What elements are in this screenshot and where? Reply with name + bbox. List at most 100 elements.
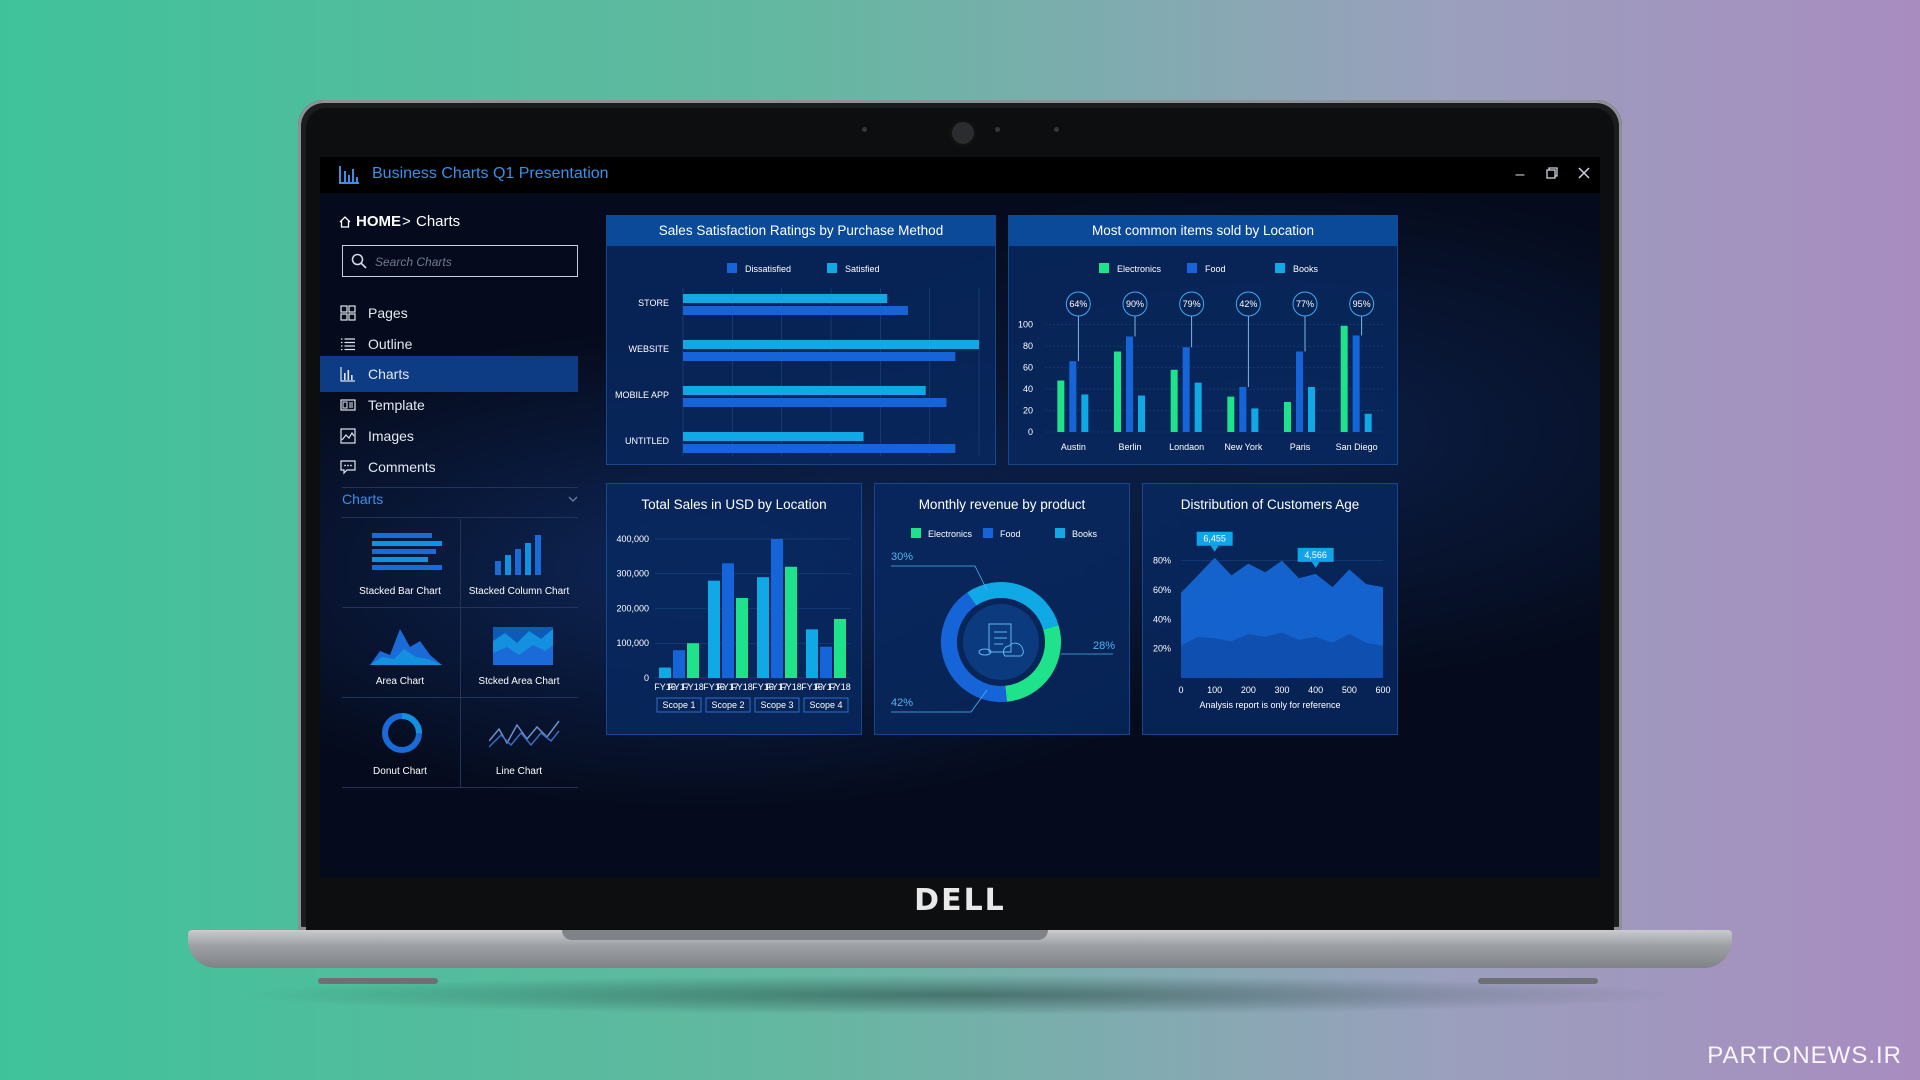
annotation-circle bbox=[1065, 291, 1091, 317]
x-tick-label: Austin bbox=[1061, 442, 1086, 452]
restore-button[interactable] bbox=[1540, 163, 1564, 187]
scope-label: Scope 1 bbox=[662, 700, 695, 710]
x-tick-label: FY16 bbox=[801, 682, 823, 692]
annotation-circle bbox=[1349, 291, 1375, 317]
panel-customer-age: Distribution of Customers Age 20% 40% 60% 8… bbox=[1142, 483, 1398, 735]
area-chart-icon bbox=[370, 629, 442, 665]
bar bbox=[1057, 380, 1065, 432]
x-tick-label: FY17 bbox=[815, 682, 837, 692]
tile-line-chart[interactable]: Line Chart bbox=[461, 699, 577, 785]
x-tick-label: FY17 bbox=[668, 682, 690, 692]
chevron-down-icon[interactable] bbox=[568, 495, 578, 503]
tile-stacked-area-chart[interactable]: Stcked Area Chart bbox=[461, 609, 577, 695]
donut-slice bbox=[1004, 625, 1061, 702]
bar bbox=[1239, 386, 1247, 432]
breadcrumb-home[interactable]: HOME bbox=[356, 213, 401, 230]
bar-chart-icon bbox=[340, 367, 355, 382]
image-icon bbox=[340, 428, 356, 444]
callout-box bbox=[1297, 547, 1334, 562]
x-tick-label: Berlin bbox=[1118, 442, 1141, 452]
chart-note: Analysis report is only for reference bbox=[1199, 700, 1340, 710]
webcam-icon bbox=[949, 119, 977, 147]
app-bar-chart-icon bbox=[339, 166, 359, 184]
sidebar-item-images[interactable]: Images bbox=[320, 418, 578, 454]
bar bbox=[683, 386, 926, 395]
donut-chart-icon bbox=[382, 713, 422, 753]
annotation-circle bbox=[1179, 291, 1205, 317]
bar bbox=[687, 643, 699, 678]
bar bbox=[683, 306, 908, 315]
panel-monthly-revenue: Monthly revenue by product Electronics Fo… bbox=[874, 483, 1130, 735]
close-button[interactable] bbox=[1572, 163, 1596, 187]
sidebar-item-comments[interactable]: Comments bbox=[320, 449, 578, 485]
tile-label: Line Chart bbox=[495, 766, 543, 777]
panel-title: Most common items sold by Location bbox=[1009, 216, 1397, 246]
scope-box bbox=[705, 697, 751, 713]
bar bbox=[683, 294, 888, 303]
bar bbox=[785, 566, 797, 678]
panel-title: Total Sales in USD by Location bbox=[641, 497, 827, 512]
legend-swatch bbox=[1055, 528, 1065, 538]
dell-logo: DELL bbox=[914, 883, 1006, 918]
charts-section-header[interactable]: Charts bbox=[342, 491, 578, 511]
tile-stacked-bar-chart[interactable]: Stacked Bar Chart bbox=[342, 519, 458, 605]
callout-label: 4,566 bbox=[1304, 550, 1327, 560]
callout-box bbox=[1196, 531, 1233, 546]
sidebar-item-label: Comments bbox=[368, 459, 436, 475]
bar bbox=[1194, 382, 1202, 432]
scope-label: Scope 3 bbox=[760, 700, 793, 710]
legend-swatch bbox=[1099, 263, 1109, 273]
most-common-items-chart: Electronics Food Books 0 20 40 60 80 100 Austin 64… bbox=[1018, 263, 1385, 452]
legend-label: Books bbox=[1072, 529, 1098, 539]
comment-icon bbox=[340, 460, 356, 475]
breadcrumb-current[interactable]: Charts bbox=[416, 213, 461, 230]
grid-icon bbox=[340, 305, 356, 321]
search-input[interactable] bbox=[373, 246, 573, 278]
category-label: UNTITLED bbox=[625, 436, 670, 446]
donut-slice bbox=[941, 592, 1007, 702]
bar bbox=[683, 340, 979, 349]
minimize-button[interactable]: – bbox=[1515, 166, 1525, 183]
list-icon bbox=[341, 338, 355, 351]
watermark: PARTONEWS.IR bbox=[1707, 1042, 1902, 1069]
bar bbox=[1296, 351, 1303, 432]
tile-stacked-column-chart[interactable]: Stacked Column Chart bbox=[461, 519, 577, 605]
sidebar-item-template[interactable]: Template bbox=[320, 387, 578, 423]
tile-area-chart[interactable]: Area Chart bbox=[342, 609, 458, 695]
x-tick-label: FY16 bbox=[654, 682, 676, 692]
y-tick-label: 80% bbox=[1153, 556, 1171, 566]
bar bbox=[1284, 401, 1291, 432]
panel-title: Distribution of Customers Age bbox=[1180, 497, 1360, 512]
category-label: WEBSITE bbox=[628, 344, 669, 354]
y-tick-label: 400,000 bbox=[616, 534, 649, 544]
x-tick-label: FY16 bbox=[703, 682, 725, 692]
x-tick-label: 600 bbox=[1375, 685, 1390, 695]
bar bbox=[1352, 335, 1360, 432]
annotation-label: 79% bbox=[1183, 299, 1201, 309]
panel-sales-satisfaction: Sales Satisfaction Ratings by Purchase M… bbox=[606, 215, 996, 465]
annotation-label: 77% bbox=[1296, 299, 1314, 309]
sidebar-item-pages[interactable]: Pages bbox=[320, 295, 578, 331]
bar bbox=[1126, 336, 1133, 432]
sidebar-item-charts[interactable]: Charts bbox=[320, 356, 578, 392]
y-tick-label: 200,000 bbox=[616, 603, 649, 613]
sidebar-divider bbox=[342, 487, 578, 488]
x-tick-label: FY17 bbox=[766, 682, 788, 692]
panel-most-common-items: Most common items sold by Location Elect… bbox=[1008, 215, 1398, 465]
bar bbox=[1251, 408, 1259, 432]
bezel-sensor-icon bbox=[862, 127, 867, 132]
tile-label: Stacked Bar Chart bbox=[359, 586, 441, 597]
search-box[interactable] bbox=[342, 245, 578, 278]
scope-box bbox=[803, 697, 849, 713]
tile-donut-chart[interactable]: Donut Chart bbox=[342, 699, 458, 785]
bar bbox=[771, 538, 783, 678]
sidebar-item-outline[interactable]: Outline bbox=[320, 326, 578, 362]
x-tick-label: Paris bbox=[1290, 442, 1311, 452]
y-tick-label: 60 bbox=[1023, 363, 1033, 373]
legend-swatch bbox=[827, 263, 837, 273]
bar bbox=[1364, 413, 1372, 432]
bar bbox=[834, 618, 846, 678]
legend-swatch bbox=[727, 263, 737, 273]
tile-label: Stacked Column Chart bbox=[468, 586, 570, 597]
customer-age-chart: 20% 40% 60% 80% 0 100 200 300 400 500 600 6,455 4,56… bbox=[1153, 531, 1391, 710]
